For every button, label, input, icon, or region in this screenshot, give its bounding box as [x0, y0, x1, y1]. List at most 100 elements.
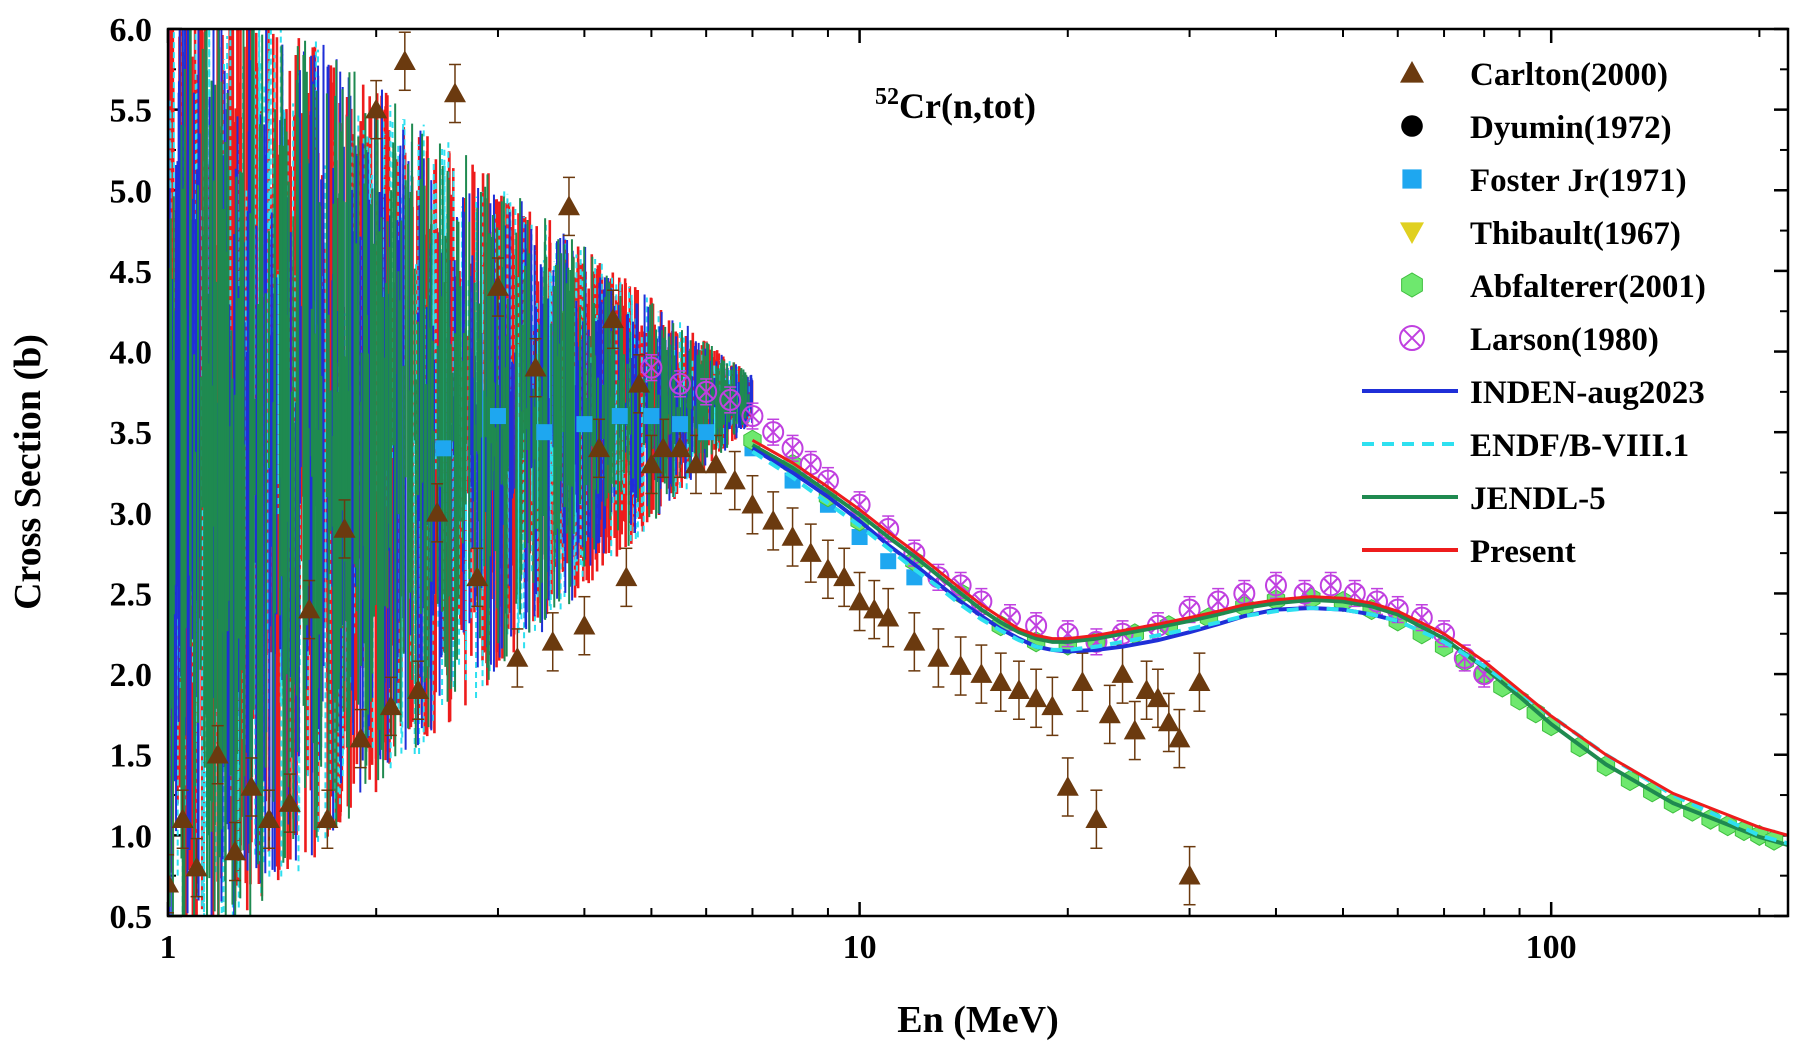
- legend-item: Present: [1362, 534, 1576, 570]
- data-point: [1188, 671, 1211, 691]
- data-point: [640, 356, 663, 379]
- legend-marker: [1401, 272, 1423, 298]
- data-point: [1056, 775, 1079, 796]
- legend-label: Thibault(1967): [1470, 216, 1681, 252]
- data-point: [781, 437, 804, 460]
- y-tick-label: 2.0: [110, 657, 153, 694]
- legend-label: Larson(1980): [1470, 322, 1659, 358]
- data-point: [489, 408, 506, 425]
- data-point: [762, 509, 785, 530]
- data-point: [877, 606, 900, 627]
- data-point: [672, 416, 689, 433]
- y-tick-label: 3.0: [110, 496, 153, 533]
- data-point: [851, 529, 868, 546]
- data-point: [741, 493, 764, 514]
- legend-label: Present: [1470, 534, 1576, 570]
- data-point: [927, 646, 950, 667]
- data-point: [1264, 574, 1287, 597]
- legend-label: INDEN-aug2023: [1470, 375, 1705, 411]
- legend-marker: [1399, 325, 1425, 351]
- tick-labels: 0.5 1.0 1.5 2.0 2.5 3.0 3.5 4.0 4.5 5.0 5.5 6.0 1 10 1…: [110, 12, 1577, 966]
- data-point: [316, 808, 339, 829]
- legend-label: Foster Jr(1971): [1470, 163, 1687, 199]
- legend-label: Abfalterer(2001): [1470, 269, 1706, 305]
- data-point: [168, 872, 179, 893]
- data-point: [695, 380, 718, 403]
- data-point: [863, 598, 886, 619]
- data-point: [298, 598, 321, 619]
- y-tick-label: 3.5: [110, 415, 153, 452]
- data-point: [799, 542, 822, 562]
- data-point: [744, 408, 761, 424]
- data-point: [643, 359, 660, 376]
- data-point: [466, 566, 489, 587]
- data-point: [762, 421, 785, 444]
- data-point: [1323, 577, 1339, 594]
- data-point: [989, 671, 1012, 691]
- data-point: [1268, 577, 1284, 594]
- series-carlton-2000-: [168, 31, 1211, 914]
- data-point: [1085, 808, 1108, 829]
- legend-item: JENDL-5: [1362, 481, 1606, 517]
- legend-item: Dyumin(1972): [1401, 110, 1672, 146]
- data-point: [1210, 593, 1226, 610]
- x-axis-label: En (MeV): [897, 999, 1058, 1041]
- data-point: [171, 808, 194, 829]
- data-point: [426, 501, 449, 522]
- data-point: [206, 743, 229, 764]
- data-point: [240, 775, 263, 796]
- data-point: [698, 424, 715, 441]
- data-point: [684, 453, 707, 474]
- legend-item: Thibault(1967): [1400, 216, 1681, 252]
- data-point: [816, 558, 839, 579]
- chart-title-superscript: 52: [875, 84, 899, 110]
- data-point: [1041, 695, 1064, 716]
- data-point: [1319, 574, 1342, 597]
- data-point: [970, 663, 993, 683]
- legend-item: ENDF/B-VIII.1: [1362, 428, 1689, 464]
- y-tick-label: 4.5: [110, 254, 153, 291]
- data-point: [1002, 609, 1018, 626]
- chart-title: 52Cr(n,tot): [875, 84, 1036, 126]
- plot-area: [168, 29, 1788, 916]
- series-line-inden-aug2023: [751, 446, 1399, 654]
- data-point: [1111, 663, 1134, 683]
- data-point: [393, 50, 416, 71]
- y-axis-label: Cross Section (b): [7, 334, 49, 610]
- data-point: [602, 308, 625, 329]
- chart-title-main: Cr(n,tot): [899, 86, 1036, 126]
- data-point: [224, 840, 247, 861]
- data-point: [611, 408, 628, 425]
- legend-label: JENDL-5: [1470, 481, 1606, 517]
- data-point: [698, 384, 714, 400]
- data-point: [833, 566, 856, 587]
- data-point: [741, 405, 764, 428]
- data-point: [903, 630, 926, 651]
- data-point: [640, 453, 663, 474]
- y-tick-label: 2.5: [110, 576, 153, 613]
- data-point: [588, 437, 611, 458]
- y-tick-label: 6.0: [110, 12, 153, 49]
- series-line-present: [751, 438, 1788, 837]
- data-point: [643, 408, 660, 425]
- data-point: [803, 456, 819, 473]
- y-tick-label: 5.0: [110, 173, 153, 210]
- data-point: [949, 655, 972, 675]
- data-point: [333, 517, 356, 538]
- legend-marker: [1400, 61, 1424, 83]
- data-point: [669, 372, 692, 395]
- data-point: [407, 679, 430, 700]
- data-point: [365, 98, 388, 119]
- data-point: [1025, 687, 1048, 708]
- legend-item: Foster Jr(1971): [1402, 163, 1687, 199]
- series-line-jendl-5: [751, 443, 1788, 847]
- data-point: [486, 276, 509, 296]
- series-line-endf-b-viii-1: [751, 449, 1788, 846]
- data-point: [278, 792, 301, 812]
- data-point: [1123, 719, 1146, 740]
- legend-label: Dyumin(1972): [1470, 110, 1672, 146]
- data-point: [557, 195, 580, 216]
- data-point: [379, 695, 402, 716]
- data-point: [1178, 864, 1201, 885]
